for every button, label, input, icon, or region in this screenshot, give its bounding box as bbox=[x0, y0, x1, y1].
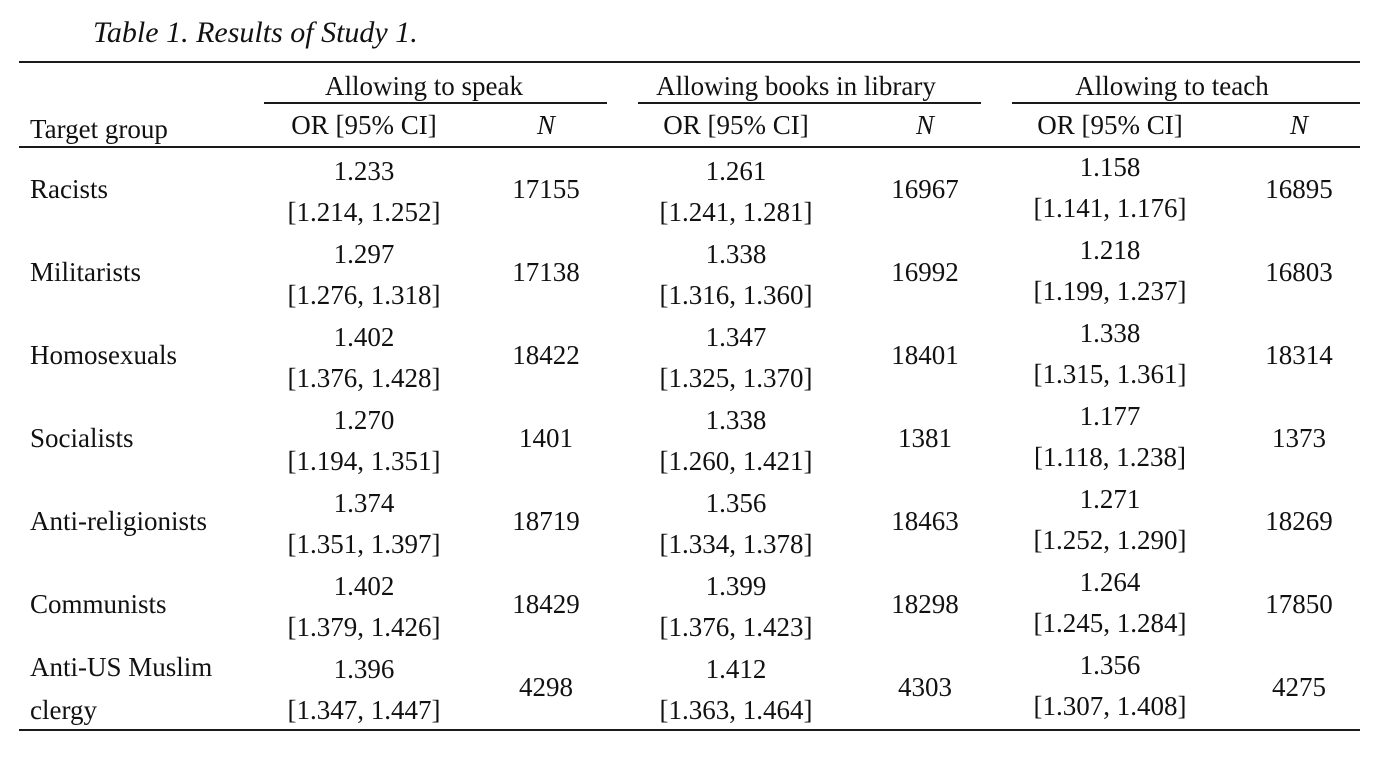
bottom-rule bbox=[19, 729, 1360, 731]
row-3-teach-ci: [1.118, 1.238] bbox=[1034, 442, 1186, 472]
row-2-library-ci: [1.325, 1.370] bbox=[659, 363, 813, 393]
row-0-teach-n: 16895 bbox=[1265, 174, 1333, 204]
group-header-underline-library bbox=[638, 102, 981, 104]
row-2-speak-ci: [1.376, 1.428] bbox=[287, 363, 441, 393]
row-0-speak-ci: [1.214, 1.252] bbox=[287, 197, 441, 227]
row-4-teach-or: 1.271 bbox=[1079, 484, 1141, 514]
row-4-teach-n: 18269 bbox=[1265, 506, 1333, 536]
row-5-teach-or: 1.264 bbox=[1079, 567, 1141, 597]
row-3-speak-n: 1401 bbox=[519, 423, 573, 453]
row-3-library-ci: [1.260, 1.421] bbox=[659, 446, 813, 476]
row-1-library-n: 16992 bbox=[891, 257, 959, 287]
column-header-n-speak: N bbox=[536, 110, 556, 140]
row-6-speak-ci: [1.347, 1.447] bbox=[287, 695, 441, 725]
row-1-target-group: Militarists bbox=[30, 257, 142, 287]
row-0-library-or: 1.261 bbox=[705, 156, 767, 186]
top-rule bbox=[19, 61, 1360, 63]
row-4-target-group: Anti-religionists bbox=[30, 506, 207, 536]
row-6-target-group-line-1: clergy bbox=[30, 695, 97, 725]
row-4-teach-ci: [1.252, 1.290] bbox=[1033, 525, 1187, 555]
row-1-speak-n: 17138 bbox=[512, 257, 580, 287]
row-6-teach-or: 1.356 bbox=[1079, 650, 1141, 680]
row-0-speak-n: 17155 bbox=[512, 174, 580, 204]
row-2-teach-ci: [1.315, 1.361] bbox=[1033, 359, 1187, 389]
row-6-speak-n: 4298 bbox=[519, 672, 573, 702]
column-header-or-ci-library: OR [95% CI] bbox=[663, 110, 809, 140]
column-header-rule bbox=[19, 146, 1360, 148]
row-2-library-or: 1.347 bbox=[705, 322, 767, 352]
column-header-n-library: N bbox=[915, 110, 935, 140]
row-4-speak-n: 18719 bbox=[512, 506, 580, 536]
column-header-or-ci-teach: OR [95% CI] bbox=[1037, 110, 1183, 140]
row-0-library-n: 16967 bbox=[891, 174, 959, 204]
row-3-target-group: Socialists bbox=[30, 423, 134, 453]
row-4-library-or: 1.356 bbox=[705, 488, 767, 518]
row-4-speak-ci: [1.351, 1.397] bbox=[287, 529, 441, 559]
column-header-target-group: Target group bbox=[30, 114, 168, 144]
row-6-target-group-line-0: Anti-US Muslim bbox=[30, 652, 213, 682]
row-6-library-n: 4303 bbox=[898, 672, 952, 702]
row-2-teach-n: 18314 bbox=[1265, 340, 1333, 370]
row-6-speak-or: 1.396 bbox=[333, 654, 395, 684]
row-1-speak-ci: [1.276, 1.318] bbox=[287, 280, 441, 310]
group-header-underline-speak bbox=[264, 102, 607, 104]
row-3-speak-or: 1.270 bbox=[333, 405, 395, 435]
row-1-library-ci: [1.316, 1.360] bbox=[659, 280, 813, 310]
row-6-library-or: 1.412 bbox=[705, 654, 767, 684]
row-5-library-n: 18298 bbox=[891, 589, 959, 619]
row-6-teach-n: 4275 bbox=[1272, 672, 1326, 702]
row-2-target-group: Homosexuals bbox=[30, 340, 177, 370]
row-5-target-group: Communists bbox=[30, 589, 167, 619]
row-6-teach-ci: [1.307, 1.408] bbox=[1033, 691, 1187, 721]
row-3-speak-ci: [1.194, 1.351] bbox=[287, 446, 441, 476]
table-caption: Table 1. Results of Study 1. bbox=[93, 16, 418, 49]
row-1-speak-or: 1.297 bbox=[333, 239, 395, 269]
group-header-library: Allowing books in library bbox=[656, 71, 936, 101]
row-0-teach-or: 1.158 bbox=[1079, 152, 1141, 182]
row-4-speak-or: 1.374 bbox=[333, 488, 395, 518]
column-header-n-teach: N bbox=[1289, 110, 1309, 140]
row-2-teach-or: 1.338 bbox=[1079, 318, 1141, 348]
row-0-target-group: Racists bbox=[30, 174, 108, 204]
row-0-library-ci: [1.241, 1.281] bbox=[659, 197, 813, 227]
row-2-speak-n: 18422 bbox=[512, 340, 580, 370]
row-5-library-or: 1.399 bbox=[705, 571, 767, 601]
row-2-speak-or: 1.402 bbox=[333, 322, 395, 352]
row-5-teach-n: 17850 bbox=[1265, 589, 1333, 619]
row-6-library-ci: [1.363, 1.464] bbox=[659, 695, 813, 725]
row-4-library-ci: [1.334, 1.378] bbox=[659, 529, 813, 559]
row-5-speak-ci: [1.379, 1.426] bbox=[287, 612, 441, 642]
row-1-teach-ci: [1.199, 1.237] bbox=[1033, 276, 1187, 306]
group-header-speak: Allowing to speak bbox=[325, 71, 523, 101]
row-1-teach-n: 16803 bbox=[1265, 257, 1333, 287]
group-header-teach: Allowing to teach bbox=[1075, 71, 1269, 101]
row-4-library-n: 18463 bbox=[891, 506, 959, 536]
row-5-library-ci: [1.376, 1.423] bbox=[659, 612, 813, 642]
row-3-teach-or: 1.177 bbox=[1079, 401, 1141, 431]
row-3-library-n: 1381 bbox=[898, 423, 952, 453]
row-5-speak-n: 18429 bbox=[512, 589, 580, 619]
row-0-teach-ci: [1.141, 1.176] bbox=[1033, 193, 1187, 223]
row-3-teach-n: 1373 bbox=[1272, 423, 1326, 453]
group-header-underline-teach bbox=[1012, 102, 1360, 104]
row-5-speak-or: 1.402 bbox=[333, 571, 395, 601]
column-header-or-ci-speak: OR [95% CI] bbox=[291, 110, 437, 140]
row-1-teach-or: 1.218 bbox=[1079, 235, 1141, 265]
row-0-speak-or: 1.233 bbox=[333, 156, 395, 186]
row-2-library-n: 18401 bbox=[891, 340, 959, 370]
row-1-library-or: 1.338 bbox=[705, 239, 767, 269]
row-3-library-or: 1.338 bbox=[705, 405, 767, 435]
row-5-teach-ci: [1.245, 1.284] bbox=[1033, 608, 1187, 638]
